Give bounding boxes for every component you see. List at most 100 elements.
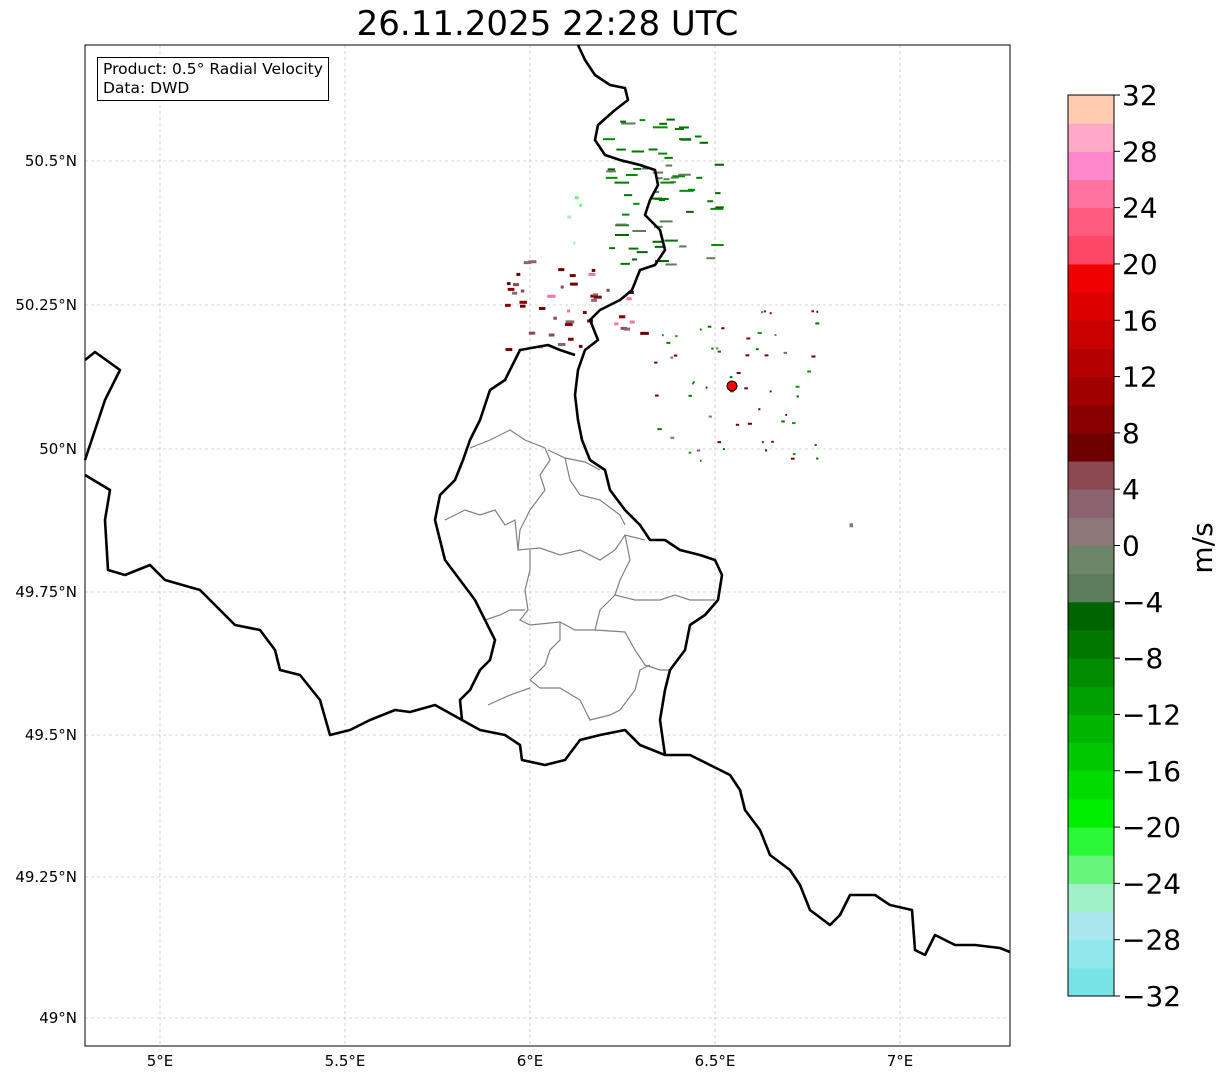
echo-pixel xyxy=(573,241,576,245)
echo-pixel xyxy=(558,268,565,272)
echo-pixel xyxy=(629,320,635,324)
echo-pixel xyxy=(578,344,583,348)
echo-pixel xyxy=(648,148,658,151)
echo-pixel xyxy=(666,341,671,344)
echo-pixel xyxy=(652,126,668,129)
colorbar-tick-label: 8 xyxy=(1122,417,1140,450)
echo-pixel xyxy=(694,135,702,138)
echo-pixel xyxy=(626,297,632,301)
colorbar-bin xyxy=(1068,601,1114,631)
echo-pixel xyxy=(796,395,799,398)
echo-pixel xyxy=(615,233,629,236)
echo-pixel xyxy=(755,348,759,351)
echo-pixel xyxy=(790,457,795,460)
echo-pixel xyxy=(528,260,537,264)
echo-pixel xyxy=(672,175,685,178)
echo-pixel xyxy=(816,457,819,460)
colorbar-bin xyxy=(1068,207,1114,237)
echo-pixel xyxy=(632,229,647,232)
echo-pixel xyxy=(636,251,648,254)
colorbar-tick-label: −24 xyxy=(1122,867,1181,900)
lat-tick: 49.25°N xyxy=(15,868,77,886)
colorbar-bin xyxy=(1068,348,1114,378)
echo-pixel xyxy=(560,285,564,289)
map-frame xyxy=(84,44,1011,1047)
echo-pixel xyxy=(591,268,596,272)
lat-tick-labels: 50.5°N 50.25°N 50°N 49.75°N 49.5°N 49.25… xyxy=(15,152,77,1027)
colorbar-bin xyxy=(1068,827,1114,856)
echo-pixel xyxy=(761,441,764,444)
colorbar-bin xyxy=(1068,235,1114,265)
colorbar-bin xyxy=(1068,658,1114,687)
colorbar-tick-label: 4 xyxy=(1122,473,1140,506)
colorbar-bin xyxy=(1068,404,1114,434)
colorbar-bin xyxy=(1068,179,1114,209)
colorbar-tick-label: 0 xyxy=(1122,530,1140,563)
echo-pixel xyxy=(693,381,695,384)
echo-pixel xyxy=(679,245,687,248)
echo-pixel xyxy=(640,331,649,335)
map-title: 26.11.2025 22:28 UTC xyxy=(356,4,739,44)
lat-tick: 50°N xyxy=(39,440,77,458)
echo-pixel xyxy=(707,325,712,328)
echo-pixel xyxy=(593,293,599,297)
echo-pixel xyxy=(619,315,626,319)
colorbar-bin xyxy=(1068,714,1114,744)
colorbar-bin xyxy=(1068,967,1114,997)
echo-pixel xyxy=(687,188,696,191)
echo-pixel xyxy=(653,190,659,193)
colorbar-bin xyxy=(1068,517,1114,546)
echo-pixel xyxy=(616,148,626,151)
echo-pixel xyxy=(670,176,679,179)
echo-pixel xyxy=(565,323,573,327)
lat-tick: 50.25°N xyxy=(15,296,77,314)
echo-pixel xyxy=(658,152,668,155)
echo-pixel xyxy=(769,390,772,393)
echo-pixel xyxy=(505,348,513,352)
colorbar-bin xyxy=(1068,742,1114,772)
echo-pixel xyxy=(781,420,785,423)
lon-tick: 5°E xyxy=(147,1052,174,1070)
echo-pixel xyxy=(657,428,662,431)
echo-pixel xyxy=(567,215,572,219)
echo-pixel xyxy=(519,304,526,308)
echo-pixel xyxy=(520,289,525,293)
echo-pixel xyxy=(699,141,709,144)
echo-pixel xyxy=(715,206,724,209)
colorbar-tick-label: 32 xyxy=(1122,79,1158,112)
echo-pixel xyxy=(565,320,575,324)
echo-pixel xyxy=(746,337,751,340)
echo-pixel xyxy=(523,261,532,265)
colorbar-bin xyxy=(1068,376,1114,406)
echo-pixel xyxy=(692,382,694,385)
echo-pixel xyxy=(679,138,691,141)
echo-pixel xyxy=(557,343,566,347)
echo-pixel xyxy=(688,394,692,397)
echo-pixel xyxy=(623,327,631,331)
echo-pixel xyxy=(519,300,527,304)
lat-tick: 49.5°N xyxy=(25,726,77,744)
colorbar-bin xyxy=(1068,770,1114,800)
echo-pixel xyxy=(670,436,675,439)
echo-pixel xyxy=(538,306,546,310)
echo-pixel xyxy=(652,171,664,174)
echo-pixel xyxy=(736,372,741,375)
echo-pixel xyxy=(814,444,817,447)
echo-pixel xyxy=(659,220,673,223)
echo-pixel xyxy=(678,126,689,129)
echo-pixel xyxy=(791,422,796,425)
echo-pixel xyxy=(774,334,777,337)
echo-pixel xyxy=(628,247,639,250)
colorbar-bin xyxy=(1068,95,1114,124)
colorbar-tick-label: −32 xyxy=(1122,980,1181,1013)
echo-pixel xyxy=(567,309,571,313)
echo-pixel xyxy=(659,122,668,125)
echo-pixel xyxy=(816,310,819,313)
echo-pixel xyxy=(666,118,675,121)
echo-pixel xyxy=(815,322,820,325)
lon-tick: 7°E xyxy=(887,1052,914,1070)
echo-pixel xyxy=(674,127,684,130)
info-box: Product: 0.5° Radial Velocity Data: DWD xyxy=(97,57,329,101)
product-label: Product: 0.5° Radial Velocity xyxy=(103,60,323,78)
echo-pixel xyxy=(700,459,702,462)
